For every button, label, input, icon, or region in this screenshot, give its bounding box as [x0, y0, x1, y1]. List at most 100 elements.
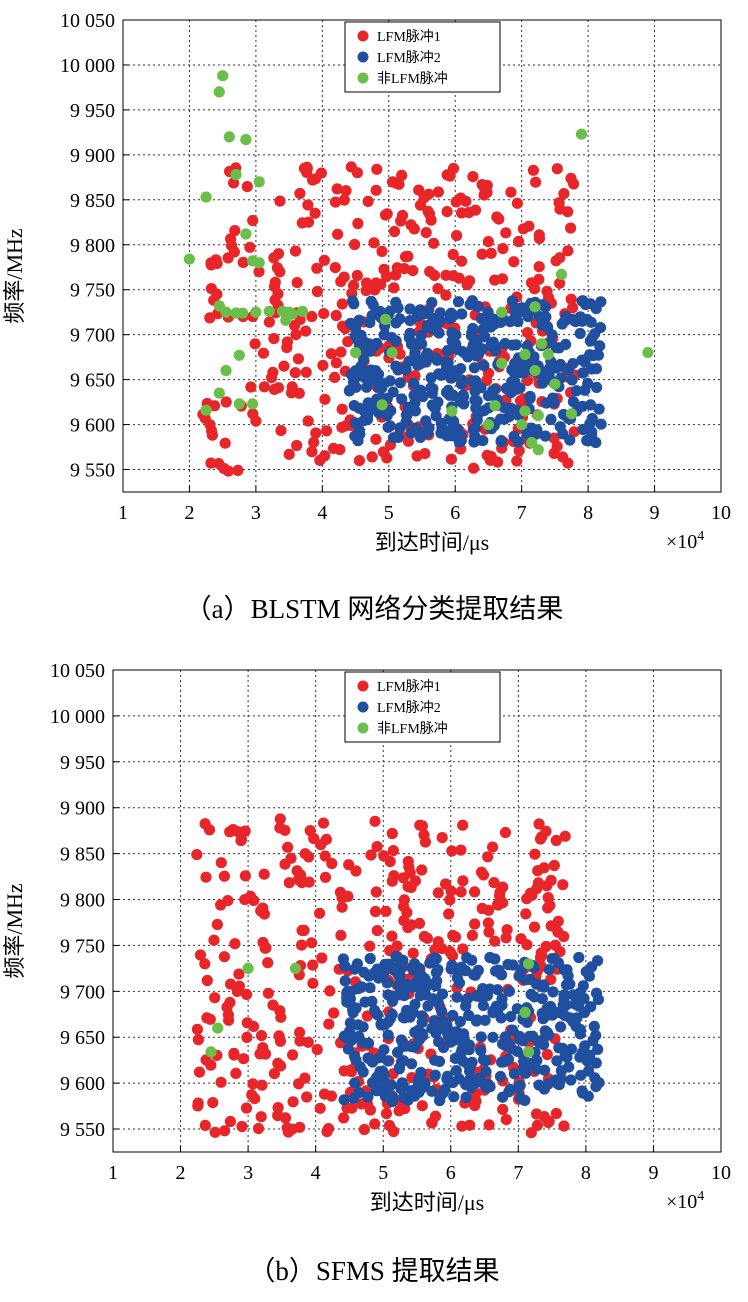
data-point — [508, 256, 520, 268]
data-point — [427, 993, 439, 1005]
data-point — [399, 251, 412, 263]
data-point — [388, 870, 400, 882]
data-point — [274, 822, 286, 834]
data-point — [384, 855, 396, 868]
data-point — [469, 394, 481, 406]
data-point — [416, 864, 428, 876]
data-point — [419, 448, 431, 460]
data-point — [505, 1011, 517, 1023]
data-point — [193, 1066, 206, 1078]
data-point — [325, 348, 337, 360]
y-tick-label: 9 950 — [70, 100, 115, 122]
data-point — [360, 284, 372, 297]
data-point — [371, 925, 383, 937]
data-point — [417, 1030, 429, 1042]
data-point — [487, 1031, 499, 1043]
data-point — [268, 1068, 280, 1080]
data-point — [532, 444, 544, 456]
data-point — [314, 907, 326, 919]
data-point — [268, 333, 280, 345]
data-point — [475, 312, 487, 325]
data-point — [394, 422, 406, 434]
data-point — [567, 302, 579, 314]
data-point — [447, 950, 459, 962]
data-point — [506, 1024, 519, 1036]
x-tick-label: 5 — [384, 502, 394, 524]
data-point — [476, 902, 488, 915]
data-point — [440, 289, 452, 301]
data-point — [369, 1004, 381, 1017]
data-point — [444, 894, 456, 906]
data-point — [528, 991, 541, 1003]
data-point — [364, 982, 376, 994]
data-point — [426, 1117, 438, 1129]
data-point — [211, 918, 223, 931]
data-point — [467, 424, 479, 436]
data-point — [460, 1091, 472, 1103]
data-point — [318, 254, 330, 266]
data-point — [446, 959, 458, 971]
data-point — [425, 372, 437, 384]
data-point — [373, 381, 385, 393]
data-point — [541, 1048, 553, 1061]
data-point — [247, 398, 259, 410]
data-point — [574, 1028, 586, 1040]
data-point — [497, 1091, 509, 1103]
data-point — [463, 1044, 475, 1056]
data-point — [200, 404, 212, 416]
data-point — [375, 1051, 387, 1064]
y-tick-label: 9 850 — [60, 844, 105, 866]
data-point — [436, 832, 448, 844]
data-point — [309, 207, 321, 219]
data-point — [457, 943, 469, 955]
legend-box — [344, 21, 501, 93]
data-point — [233, 968, 245, 980]
data-point — [349, 322, 362, 334]
data-point — [287, 1049, 299, 1061]
data-point — [440, 269, 452, 281]
data-point — [294, 869, 307, 881]
data-point — [318, 1088, 331, 1100]
data-point — [255, 1111, 267, 1123]
data-point — [584, 418, 596, 430]
data-point — [386, 827, 398, 840]
data-point — [384, 961, 396, 973]
data-point — [246, 1089, 258, 1101]
x-tick-label: 8 — [581, 1162, 591, 1184]
data-point — [642, 347, 654, 359]
data-point — [228, 1047, 240, 1059]
data-point — [475, 1044, 487, 1057]
data-point — [303, 851, 315, 863]
data-point — [398, 263, 410, 275]
data-point — [590, 1057, 602, 1069]
data-point — [540, 825, 552, 837]
data-point — [349, 1077, 361, 1089]
data-point — [245, 381, 257, 393]
data-point — [550, 834, 562, 847]
data-point — [426, 1085, 438, 1097]
data-point — [283, 448, 295, 460]
data-point — [533, 818, 545, 830]
data-point — [390, 317, 402, 329]
y-ticks-a: 9 550 9 600 9 650 9 700 9 750 9 800 9 850 9 900… — [60, 10, 129, 482]
data-point — [308, 436, 320, 448]
data-point — [550, 362, 562, 374]
data-point — [237, 256, 249, 268]
data-point — [362, 195, 374, 207]
data-point — [460, 994, 472, 1007]
data-point — [247, 1078, 259, 1090]
data-point — [223, 1014, 235, 1026]
data-point — [390, 296, 402, 308]
data-point — [383, 1119, 396, 1132]
data-point — [437, 1087, 449, 1099]
data-point — [491, 211, 503, 223]
data-point — [379, 313, 392, 325]
data-point — [479, 1014, 491, 1026]
data-point — [296, 305, 308, 317]
data-point — [481, 989, 493, 1002]
x-ticks-b: 1 2 3 4 5 6 7 8 9 10 — [108, 1146, 731, 1184]
data-point — [370, 886, 382, 898]
data-point — [274, 1035, 287, 1047]
data-point — [408, 389, 420, 401]
